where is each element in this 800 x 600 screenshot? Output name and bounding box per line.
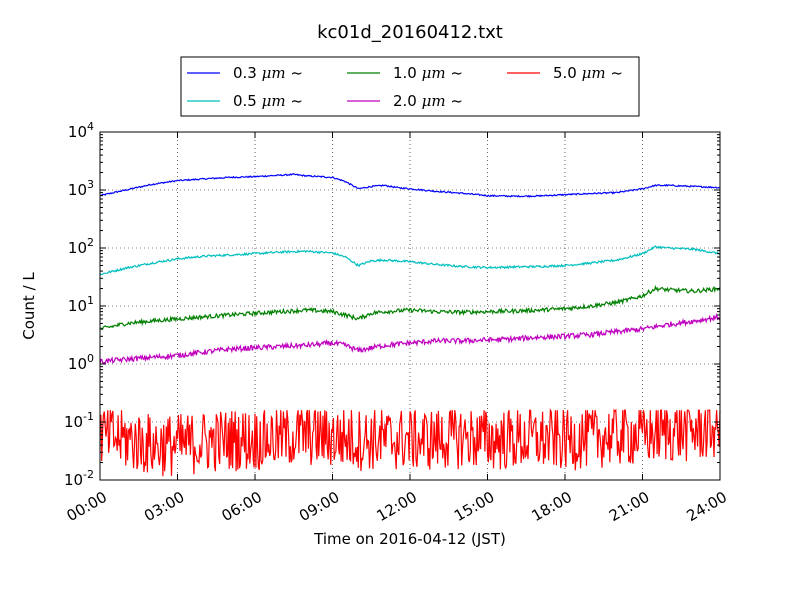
y-tick-label: 103 [68,178,94,199]
series-line [99,407,721,477]
legend-label: 2.0 μm ~ [393,92,463,110]
series-layer [99,173,721,477]
y-tick-label: 102 [68,236,94,257]
y-tick-label: 101 [68,294,94,315]
legend-label: 1.0 μm ~ [393,64,463,82]
y-tick-label: 104 [68,120,94,141]
legend: 0.3 μm ~ 1.0 μm ~ 5.0 μm ~ 0.5 μm ~ 2.0 μm ~ [180,56,640,117]
legend-label: 5.0 μm ~ [553,64,623,82]
chart-title: kc01d_20160412.txt [317,22,503,43]
series-line [100,284,721,331]
ticks [99,131,721,481]
y-tick-label: 100 [68,352,94,373]
series-line [99,312,721,365]
y-tick-labels: 10-2 10-1 100 101 102 103 104 [64,120,94,489]
y-axis-label: Count / L [20,272,38,340]
y-tick-label: 10-1 [64,410,94,431]
series-line [99,173,721,198]
x-axis-label: Time on 2016-04-12 (JST) [313,530,506,548]
y-tick-label: 10-2 [64,468,94,489]
legend-box [180,56,640,117]
legend-label: 0.3 μm ~ [233,64,303,82]
legend-label: 0.5 μm ~ [233,92,303,110]
series-line [100,245,721,276]
